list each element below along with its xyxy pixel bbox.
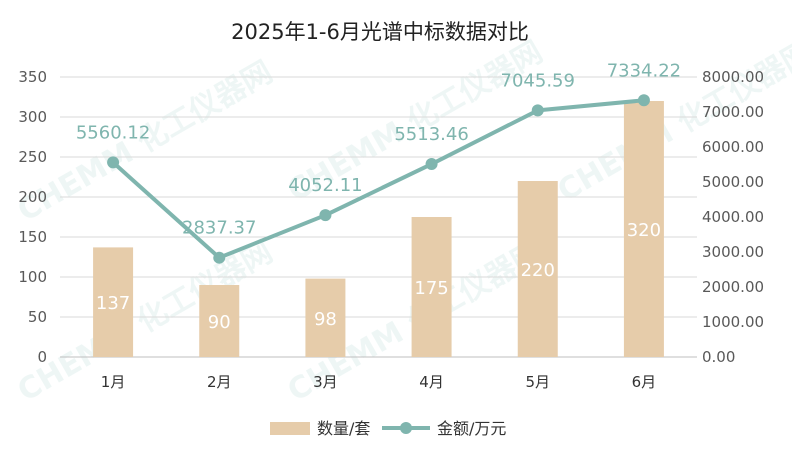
bar-data-label: 320 (627, 220, 661, 241)
bar-data-label: 220 (521, 260, 555, 281)
x-axis-tick-label: 3月 (313, 373, 338, 391)
x-axis: 1月 2月 3月 4月 5月 6月 (101, 373, 656, 391)
line-point (213, 251, 226, 264)
line-data-label: 2837.37 (182, 218, 256, 239)
left-axis-tick-label: 350 (18, 68, 47, 86)
legend: 数量/套 金额/万元 (270, 419, 506, 438)
x-axis-tick-label: 5月 (525, 373, 550, 391)
legend-line-label: 金额/万元 (437, 419, 506, 438)
bar-data-label: 175 (414, 278, 448, 299)
legend-bar-swatch[interactable] (270, 422, 310, 435)
bar (517, 181, 558, 357)
line-point (425, 158, 438, 171)
line-data-label: 7045.59 (501, 70, 575, 91)
right-axis-tick-label: 3000.00 (702, 243, 764, 261)
line-point (107, 156, 120, 169)
left-axis-tick-label: 0 (37, 348, 47, 366)
left-axis: 0 50 100 150 200 250 300 350 (18, 68, 47, 366)
bar-series: 137 90 98 175 220 320 (93, 101, 664, 357)
right-axis-tick-label: 5000.00 (702, 173, 764, 191)
left-axis-tick-label: 200 (18, 188, 47, 206)
line-data-label: 4052.11 (288, 175, 362, 196)
right-axis-tick-label: 8000.00 (702, 68, 764, 86)
left-axis-tick-label: 50 (28, 308, 47, 326)
bar-data-label: 98 (314, 309, 337, 330)
left-axis-tick-label: 250 (18, 148, 47, 166)
bar-data-label: 137 (96, 293, 130, 314)
x-axis-tick-label: 2月 (207, 373, 232, 391)
bar (93, 247, 134, 357)
legend-line-marker (400, 422, 412, 434)
gridlines (60, 76, 697, 358)
bar (623, 101, 664, 357)
right-axis-tick-label: 1000.00 (702, 313, 764, 331)
x-axis-tick-label: 1月 (101, 373, 126, 391)
right-axis-tick-label: 2000.00 (702, 278, 764, 296)
line-point (531, 104, 544, 117)
line-data-label: 7334.22 (607, 60, 681, 81)
right-axis-tick-label: 7000.00 (702, 103, 764, 121)
x-axis-tick-label: 4月 (419, 373, 444, 391)
right-axis-tick-label: 4000.00 (702, 208, 764, 226)
right-axis: 0.00 1000.00 2000.00 3000.00 4000.00 5000.00 6… (702, 68, 764, 366)
line-point (319, 209, 332, 222)
right-axis-tick-label: 0.00 (702, 348, 735, 366)
left-axis-tick-label: 100 (18, 268, 47, 286)
bar (411, 217, 452, 357)
right-axis-tick-label: 6000.00 (702, 138, 764, 156)
legend-bar-label: 数量/套 (317, 419, 370, 438)
series-line (111, 98, 645, 260)
x-axis-tick-label: 6月 (632, 373, 657, 391)
line-data-label: 5513.46 (394, 124, 468, 145)
line-point (637, 94, 650, 107)
line-series: 5560.12 2837.37 4052.11 5513.46 7045.59 7334.… (76, 60, 681, 264)
left-axis-tick-label: 300 (18, 108, 47, 126)
bar (305, 278, 346, 357)
bar (199, 285, 240, 357)
left-axis-tick-label: 150 (18, 228, 47, 246)
chart-title: 2025年1-6月光谱中标数据对比 (231, 20, 529, 44)
bar-data-label: 90 (208, 312, 231, 333)
line-data-label: 5560.12 (76, 122, 150, 143)
